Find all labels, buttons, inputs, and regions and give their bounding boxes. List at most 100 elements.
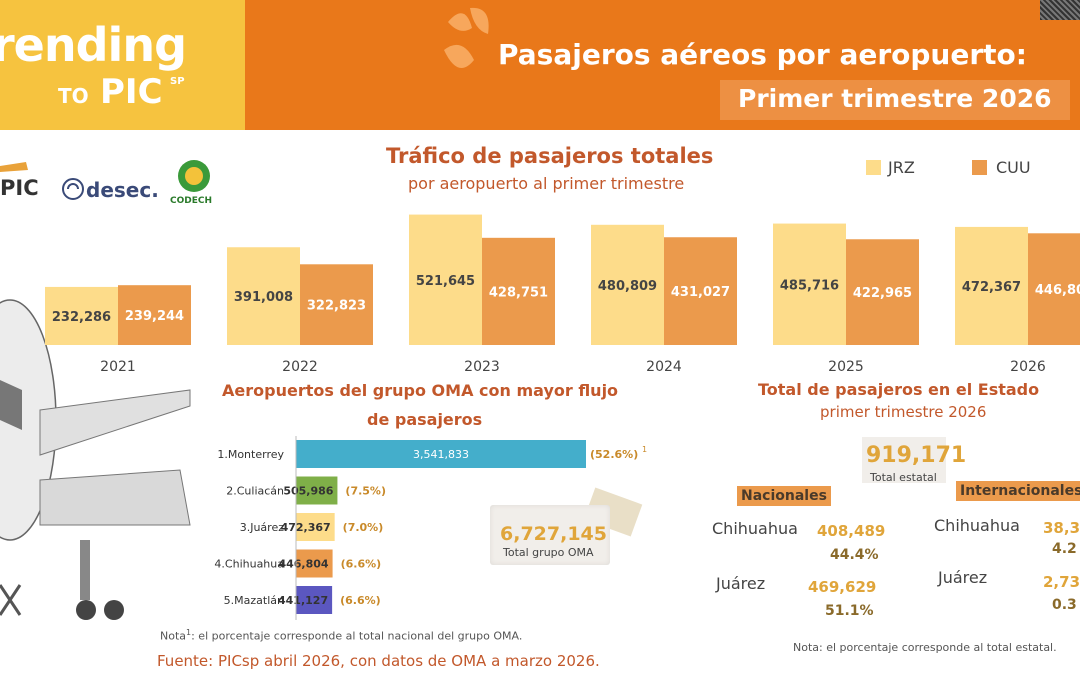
- state-subtitle: primer trimestre 2026: [820, 403, 987, 421]
- data-label-jrz-2023: 521,645: [416, 274, 475, 289]
- x-tick-2026: 2026: [1010, 359, 1046, 375]
- legend-jrz-label: JRZ: [888, 158, 915, 177]
- brand-trending-text: rending: [0, 18, 187, 72]
- bar-cuu-2022: [300, 264, 373, 345]
- nacionales-juarez-value: 469,629: [808, 578, 877, 596]
- internacionales-chihuahua-percent: 4.2: [1052, 541, 1077, 557]
- data-label-cuu-2026: 446,804: [1035, 283, 1080, 298]
- x-tick-2021: 2021: [100, 359, 136, 375]
- codech-logo-icon: [178, 160, 210, 192]
- state-note: Nota: el porcentaje corresponde al total…: [793, 641, 1057, 654]
- nacionales-chihuahua-name: Chihuahua: [712, 519, 798, 538]
- oma-title-line-1: Aeropuertos del grupo OMA con mayor fluj…: [222, 381, 619, 400]
- oma-title-line-2: de pasajeros: [367, 410, 483, 429]
- nacionales-juarez-percent: 51.1%: [825, 603, 874, 619]
- oma-value-label: 441,127: [278, 594, 328, 607]
- page-title: Pasajeros aéreos por aeropuerto:: [498, 38, 1027, 71]
- bar-jrz-2022: [227, 247, 300, 345]
- oma-footnote-marker: 1: [642, 445, 647, 454]
- bar-jrz-2024: [591, 224, 664, 345]
- oma-category-label: 5.Mazatlán: [224, 594, 284, 607]
- bar-cuu-2024: [664, 237, 737, 345]
- data-label-jrz-2024: 480,809: [598, 279, 657, 294]
- state-total-label: Total estatal: [870, 471, 937, 484]
- brand-sp-text: SP: [170, 76, 185, 87]
- nacionales-juarez-name: Juárez: [716, 574, 766, 593]
- header-orange-panel: [245, 0, 1080, 130]
- bar-jrz-2023: [409, 214, 482, 345]
- pic-logo: PIC: [0, 176, 39, 200]
- data-label-cuu-2021: 239,244: [125, 309, 184, 324]
- x-tick-2025: 2025: [828, 359, 864, 375]
- nacionales-chihuahua-value: 408,489: [817, 522, 886, 540]
- oma-total-label: Total grupo OMA: [503, 546, 594, 559]
- brand-to-text: TO: [58, 84, 89, 108]
- oma-percent-label: (6.6%): [340, 594, 381, 607]
- internacionales-juarez-value: 2,738: [1043, 573, 1080, 591]
- oma-value-label: 505,986: [283, 485, 333, 498]
- bar-jrz-2026: [955, 226, 1028, 345]
- oma-total-box: [490, 505, 610, 565]
- chart-subtitle: por aeropuerto al primer trimestre: [408, 174, 685, 193]
- data-label-cuu-2023: 428,751: [489, 285, 548, 300]
- oma-category-label: 3.Juárez: [240, 521, 285, 534]
- oma-bar: [296, 586, 333, 614]
- internacionales-chihuahua-name: Chihuahua: [934, 516, 1020, 535]
- oma-note: Nota1: el porcentaje corresponde al tota…: [160, 628, 523, 643]
- state-total-value: 919,171: [866, 443, 967, 468]
- data-label-cuu-2025: 422,965: [853, 286, 912, 301]
- oma-bar-chart: 1.Monterrey 3,541,833 (52.6%) 1 2.Culiacán 50…: [214, 436, 647, 620]
- x-tick-2024: 2024: [646, 359, 682, 375]
- oma-category-label: 2.Culiacán: [226, 485, 284, 498]
- oma-bar: [296, 476, 338, 505]
- bar-jrz-2021: [45, 286, 118, 345]
- oma-bar: [296, 513, 335, 541]
- top-bar-chart: 232,286 239,244 2021 391,008 322,823 2022 521,…: [45, 214, 1080, 375]
- data-label-jrz-2025: 485,716: [780, 278, 839, 293]
- brand-pic-text: PIC: [100, 72, 163, 112]
- bar-cuu-2023: [482, 237, 555, 345]
- oma-total-value: 6,727,145: [500, 523, 607, 545]
- decorative-leaves-icon: [444, 7, 489, 68]
- nacionales-chihuahua-percent: 44.4%: [830, 547, 879, 563]
- bar-cuu-2021: [118, 285, 191, 345]
- data-label-jrz-2021: 232,286: [52, 310, 111, 325]
- x-tick-2022: 2022: [282, 359, 318, 375]
- page-subtitle: Primer trimestre 2026: [738, 84, 1052, 113]
- codech-logo: CODECH: [170, 196, 213, 206]
- oma-value-label: 472,367: [281, 521, 331, 534]
- chart-title: Tráfico de pasajeros totales: [386, 144, 714, 168]
- oma-bar: [296, 549, 333, 578]
- corner-texture: [1040, 0, 1080, 20]
- bar-cuu-2026: [1028, 233, 1080, 345]
- desec-logo: desec.: [86, 178, 159, 202]
- oma-category-label: 4.Chihuahua: [214, 558, 284, 571]
- nacionales-label: Nacionales: [737, 486, 831, 506]
- oma-value-label: 446,804: [278, 558, 328, 571]
- state-total-box: [862, 437, 946, 483]
- oma-bar: [296, 440, 586, 468]
- internacionales-juarez-name: Juárez: [938, 568, 988, 587]
- desec-logo-icon: [62, 178, 84, 200]
- legend-jrz-swatch: [866, 160, 881, 175]
- state-title: Total de pasajeros en el Estado: [758, 380, 1040, 399]
- x-tick-2023: 2023: [464, 359, 500, 375]
- data-label-jrz-2022: 391,008: [234, 290, 293, 305]
- subtitle-box: [720, 80, 1070, 120]
- oma-category-label: 1.Monterrey: [217, 448, 284, 461]
- legend-cuu-swatch: [972, 160, 987, 175]
- bar-cuu-2025: [846, 239, 919, 345]
- internacionales-juarez-percent: 0.3: [1052, 597, 1077, 613]
- source-text: Fuente: PICsp abril 2026, con datos de O…: [157, 652, 600, 670]
- data-label-cuu-2022: 322,823: [307, 299, 366, 314]
- oma-percent-label: (52.6%): [590, 448, 638, 461]
- airplane-illustration: [0, 299, 191, 620]
- pic-logo-mark-icon: [0, 162, 28, 172]
- data-label-jrz-2026: 472,367: [962, 280, 1021, 295]
- oma-value-label: 3,541,833: [413, 448, 469, 461]
- internacionales-chihuahua-value: 38,31: [1043, 519, 1080, 537]
- oma-percent-label: (7.0%): [343, 521, 384, 534]
- bar-jrz-2025: [773, 223, 846, 345]
- internacionales-label: Internacionales: [956, 481, 1080, 501]
- oma-percent-label: (6.6%): [341, 558, 382, 571]
